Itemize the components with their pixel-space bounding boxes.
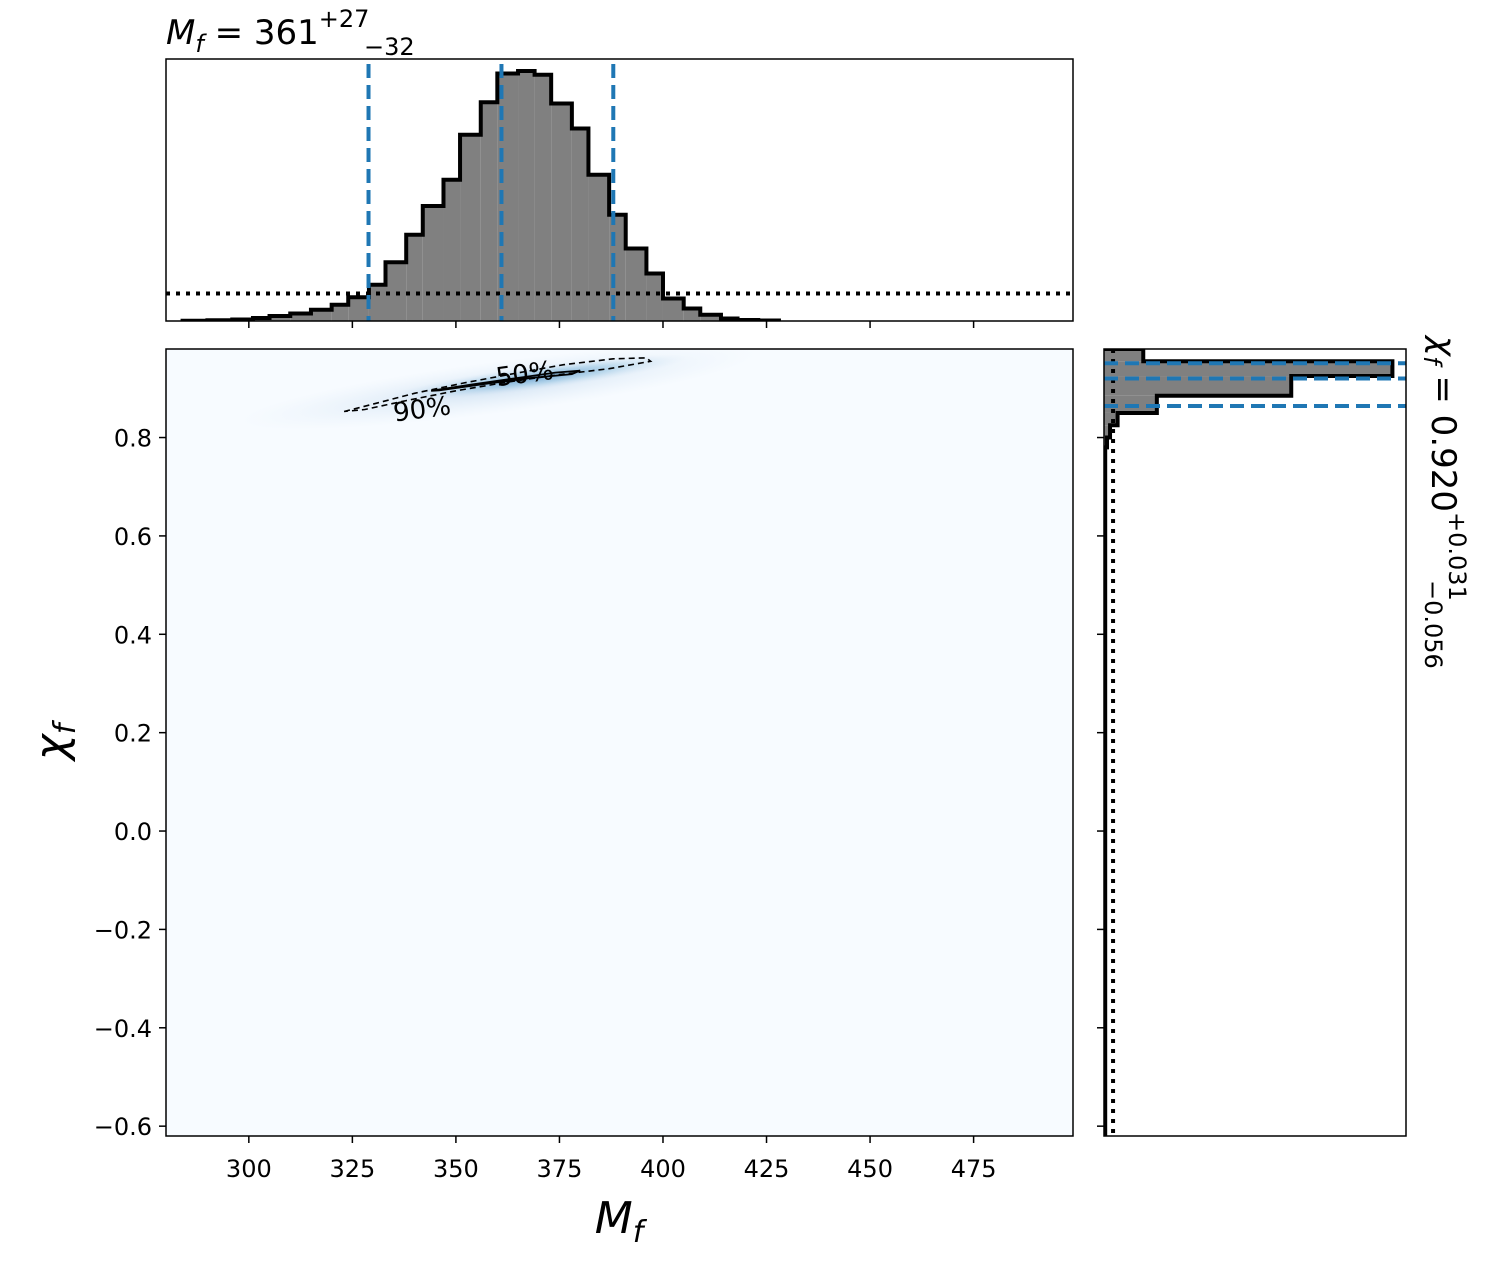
right-hist-bar-2 [1104,376,1292,396]
right-title-plus-error: +0.031 [1443,512,1471,601]
x-axis-label: Mf [595,1193,648,1250]
top-title-symbol: M [166,13,195,53]
x-axis-symbol: M [595,1193,633,1244]
joint-density-heatmap: 50% 90% [240,349,757,430]
x-tick-label-7: 475 [951,1155,997,1183]
x-tick-label-1: 325 [329,1155,375,1183]
x-tick-label-3: 375 [537,1155,583,1183]
top-hist-bar-23 [625,248,647,321]
top-hist-bar-9 [368,284,386,321]
right-hist-bar-5 [1104,425,1111,438]
joint-frame [165,348,1074,1137]
right-hist-outline [1104,349,1395,1136]
x-tick-label-2: 350 [433,1155,479,1183]
top-hist-bar-27 [700,314,721,321]
y-tick-label-1: 0.6 [114,523,152,551]
top-hist-bar-7 [331,304,349,321]
x-tick-label-4: 400 [640,1155,686,1183]
top-hist-bar-6 [310,309,332,321]
top-hist-bar-11 [406,234,423,321]
top-hist-bar-21 [588,174,610,321]
top-hist-bar-18 [534,74,552,321]
joint-density-background [166,349,1073,1136]
y-tick-label-2: 0.4 [114,621,152,649]
x-axis-subscript: f [633,1215,648,1250]
x-tick-label-6: 450 [847,1155,893,1183]
x-tick-label-0: 300 [226,1155,272,1183]
y-axis-label: χf [26,719,83,762]
top-hist-bar-5 [290,313,311,321]
y-axis-symbol: χ [26,732,77,762]
top-marginal-x-ticks [248,321,975,328]
top-title-minus-error: −32 [364,33,415,61]
contour-label-50: 50% [494,356,555,393]
top-hist-bar-13 [443,179,461,321]
right-marginal-y-ticks [1097,436,1104,1127]
joint-x-ticks: 300 325 350 375 400 425 450 475 [226,1136,997,1183]
top-hist-outline [180,69,781,321]
right-marginal-panel: χf = 0.920+0.031 −0.056 [1097,334,1471,1137]
top-hist-bar-17 [518,71,535,321]
right-title-value: = 0.920 [1423,365,1463,512]
top-hist-bar-24 [646,273,663,321]
right-title-minus-error: −0.056 [1419,580,1447,669]
joint-y-ticks: 0.8 0.6 0.4 0.2 0.0 −0.2 −0.4 −0.6 [94,425,166,1141]
right-marginal-title: χf = 0.920+0.031 [1418,334,1471,601]
contour-50-percent [430,369,581,392]
top-hist-bar-4 [269,316,291,321]
top-hist-bar-20 [571,128,589,321]
top-hist-bar-14 [460,134,481,321]
top-hist-bar-25 [662,298,684,321]
y-tick-label-5: −0.2 [94,916,152,944]
top-hist-bar-12 [422,206,444,321]
top-hist-bar-10 [385,262,407,321]
x-tick-label-5: 425 [744,1155,790,1183]
joint-panel: 50% 90% 300 325 350 375 400 425 450 475 0.80.60… [26,348,1074,1250]
y-tick-label-3: 0.2 [114,720,152,748]
top-hist-bar-26 [683,308,701,321]
contour-90-percent [343,357,653,413]
right-marginal-frame [1103,348,1407,1137]
right-marginal-background [1104,349,1406,1136]
top-hist-bar-15 [480,102,498,321]
y-tick-label-4: 0.0 [114,818,152,846]
y-axis-subscript: f [48,719,83,734]
top-hist-bar-8 [348,297,369,321]
top-title-plus-error: +27 [319,5,370,33]
right-title-symbol: χ [1423,334,1463,358]
y-tick-label-7: −0.6 [94,1113,152,1141]
top-hist-bar-19 [551,103,572,321]
top-title-value: = 361 [204,13,319,53]
top-marginal-title: Mf = 361+27 [166,5,369,58]
y-tick-label-0: 0.8 [114,425,152,453]
top-marginal-frame [165,58,1074,322]
top-marginal-histogram [166,64,1073,321]
y-tick-label-6: −0.4 [94,1015,152,1043]
contour-label-90: 90% [391,391,452,428]
top-marginal-panel: Mf = 361+27 −32 [165,5,1074,328]
